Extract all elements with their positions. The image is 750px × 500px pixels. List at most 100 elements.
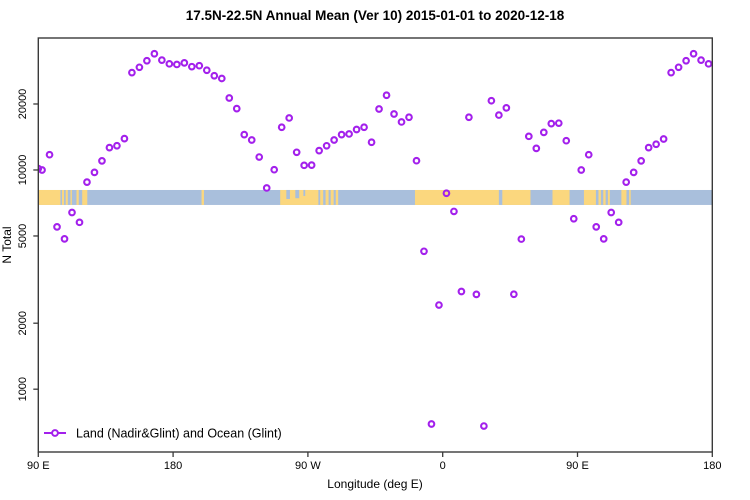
data-point xyxy=(697,56,705,64)
chart-title: 17.5N-22.5N Annual Mean (Ver 10) 2015-01… xyxy=(186,8,565,23)
data-point xyxy=(247,136,256,144)
data-point xyxy=(539,128,548,137)
data-point xyxy=(270,165,279,174)
data-point xyxy=(180,59,189,67)
land-band-segment xyxy=(603,189,606,205)
data-point xyxy=(75,218,84,227)
data-points xyxy=(38,49,713,430)
data-point xyxy=(502,104,511,112)
data-point xyxy=(53,223,61,231)
data-point xyxy=(472,290,481,299)
y-axis: 1000 2000 5000 10000 20000 xyxy=(17,89,39,401)
data-point xyxy=(135,63,144,72)
data-point xyxy=(375,105,383,113)
data-point xyxy=(90,168,99,177)
data-point xyxy=(150,49,159,58)
land-band-segment xyxy=(502,189,531,205)
land-band-segment xyxy=(598,189,601,205)
legend: Land (Nadir&Glint) and Ocean (Glint) xyxy=(44,427,282,441)
data-point xyxy=(480,422,488,430)
data-point xyxy=(128,68,136,77)
data-point xyxy=(367,138,376,147)
data-point xyxy=(60,235,69,243)
data-point xyxy=(285,114,294,122)
legend-label: Land (Nadir&Glint) and Ocean (Glint) xyxy=(76,427,282,441)
ocean-notch xyxy=(303,189,306,196)
data-point xyxy=(38,166,46,174)
data-point xyxy=(652,140,660,149)
data-point xyxy=(584,150,593,159)
data-point xyxy=(517,235,526,243)
data-point xyxy=(225,94,234,102)
data-point xyxy=(360,123,368,132)
data-point xyxy=(622,178,631,186)
data-point xyxy=(172,60,181,69)
data-point xyxy=(330,136,338,144)
legend-circle-marker xyxy=(51,429,59,437)
land-band-segment xyxy=(607,189,610,205)
land-band-segment xyxy=(414,189,499,205)
land-band-segment xyxy=(70,189,72,205)
data-point xyxy=(307,161,316,170)
land-band-segment xyxy=(280,189,319,205)
data-point xyxy=(382,91,391,100)
ocean-band-segment xyxy=(38,189,713,205)
data-point xyxy=(435,301,443,309)
x-tick-label: 180 xyxy=(703,460,721,472)
data-point xyxy=(337,130,346,139)
land-band-segment xyxy=(583,189,596,205)
y-tick-label: 20000 xyxy=(17,89,29,120)
y-tick-label: 10000 xyxy=(17,155,29,186)
data-point xyxy=(667,68,675,77)
data-point xyxy=(240,130,249,139)
data-point xyxy=(158,56,166,64)
land-band-segment xyxy=(76,189,79,205)
y-tick-label: 2000 xyxy=(17,311,29,335)
data-point xyxy=(607,208,616,217)
land-band-segment xyxy=(629,189,631,205)
land-band-segment xyxy=(552,189,570,205)
data-point xyxy=(577,166,586,174)
ocean-notch xyxy=(295,189,300,199)
y-tick-label: 1000 xyxy=(17,377,29,401)
data-point xyxy=(300,161,309,170)
data-point xyxy=(405,113,413,122)
y-axis-label: N Total xyxy=(0,226,14,263)
data-point xyxy=(569,214,578,223)
data-point xyxy=(315,146,323,155)
data-point xyxy=(644,143,653,152)
land-band-segment xyxy=(335,189,339,205)
data-point xyxy=(629,168,638,177)
land-band-segment xyxy=(201,189,204,205)
data-point xyxy=(262,184,271,192)
land-band-segment xyxy=(330,189,334,205)
x-tick-label: 0 xyxy=(440,460,446,472)
data-point xyxy=(450,207,458,216)
data-point xyxy=(412,156,421,165)
data-point xyxy=(704,59,713,68)
data-point xyxy=(345,130,353,138)
data-point xyxy=(210,71,219,80)
data-point xyxy=(689,49,698,58)
land-ocean-band xyxy=(38,189,713,205)
x-tick-label: 90 E xyxy=(566,460,589,472)
data-point xyxy=(495,111,503,119)
land-band-segment xyxy=(82,189,88,205)
data-point xyxy=(457,287,466,296)
data-point xyxy=(562,136,571,145)
x-axis-label: Longitude (deg E) xyxy=(327,477,422,491)
data-point xyxy=(592,223,601,231)
data-point xyxy=(165,59,174,68)
land-band-segment xyxy=(38,189,61,205)
data-point xyxy=(113,141,121,150)
data-point xyxy=(442,189,451,198)
data-point xyxy=(599,235,608,243)
data-point xyxy=(187,62,196,71)
data-point xyxy=(554,119,563,128)
data-point xyxy=(202,66,211,75)
x-axis: 90 E 180 90 W 0 90 E 180 xyxy=(27,452,721,472)
x-tick-label: 90 W xyxy=(295,460,321,472)
data-point xyxy=(98,157,106,165)
